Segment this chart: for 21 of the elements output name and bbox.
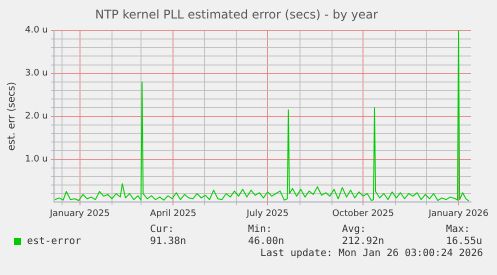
y-tick-label: 4.0 u	[24, 26, 48, 36]
x-tick-label: July 2025	[246, 208, 289, 219]
x-tick-label: April 2025	[150, 208, 196, 219]
legend-label: est-error	[27, 236, 82, 247]
text: Avg:	[342, 224, 366, 235]
text: Max:	[446, 224, 470, 235]
x-tick-label: January 2025	[48, 208, 110, 219]
y-tick-label: 2.0 u	[24, 112, 48, 122]
y-tick-label: 1.0 u	[24, 154, 48, 165]
x-tick-label: October 2025	[332, 208, 394, 219]
text: 16.55u	[446, 236, 482, 247]
y-axis-title: est. err (secs)	[6, 82, 18, 151]
text: Min:	[248, 224, 272, 235]
text: 212.92n	[342, 236, 384, 247]
text: 46.00n	[248, 236, 284, 247]
x-tick-label: January 2026	[428, 208, 489, 219]
text: 91.38n	[150, 236, 186, 247]
text: Cur:	[150, 224, 174, 235]
text: Last update: Mon Jan 26 03:00:24 2026	[260, 248, 483, 259]
y-tick-label: 3.0 u	[24, 68, 48, 79]
chart-title: NTP kernel PLL estimated error (secs) - by year	[95, 7, 378, 22]
